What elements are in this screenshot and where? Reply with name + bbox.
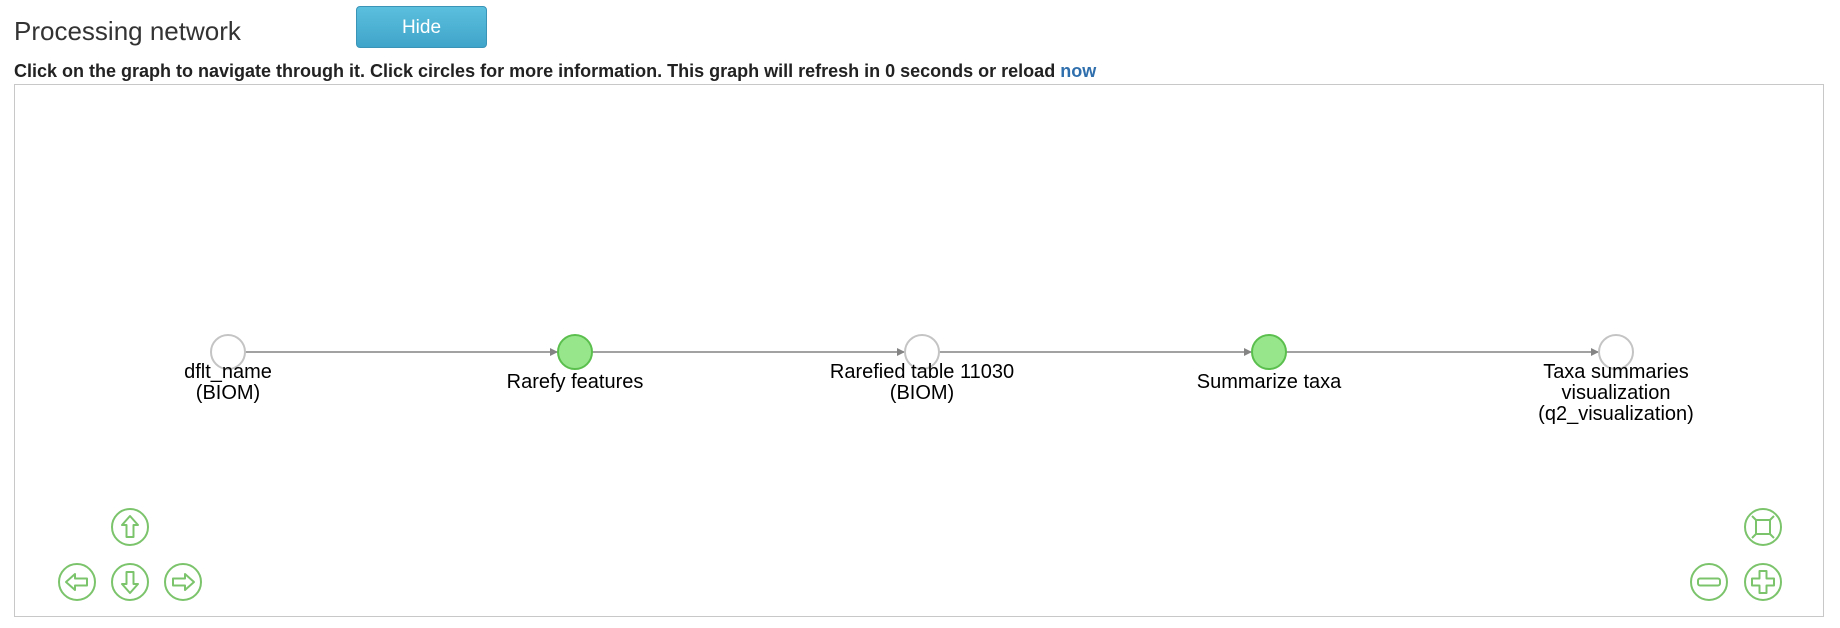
node-label: (BIOM) — [196, 382, 260, 404]
network-graph[interactable]: dflt_name (BIOM) Rarefy features Rarefied t… — [14, 84, 1824, 617]
node-rarefy-features[interactable]: Rarefy features — [507, 334, 644, 393]
arrow-up-icon[interactable] — [111, 508, 149, 546]
graph-nodes: dflt_name(BIOM) Rarefy features Rarefied t… — [184, 334, 1694, 425]
page-title: Processing network — [14, 16, 241, 46]
zoom-out-icon[interactable] — [1690, 563, 1728, 601]
graph-instructions: Click on the graph to navigate through i… — [14, 61, 1096, 82]
artifact-node-circle[interactable] — [904, 334, 940, 370]
node-label: Taxa summaries — [1543, 361, 1689, 383]
arrow-left-icon[interactable] — [58, 563, 96, 601]
node-label: Rarefied table 11030 — [830, 361, 1014, 383]
reload-now-link[interactable]: now — [1060, 61, 1097, 81]
node-label: (q2_visualization) — [1538, 403, 1694, 425]
network-canvas[interactable]: dflt_name(BIOM) Rarefy features Rarefied t… — [15, 85, 1823, 616]
artifact-node-circle[interactable] — [1598, 334, 1634, 370]
node-dflt-name[interactable]: dflt_name(BIOM) — [184, 334, 272, 404]
job-node-circle[interactable] — [557, 334, 593, 370]
node-taxa-summaries[interactable]: Taxa summariesvisualization(q2_visualiza… — [1538, 334, 1694, 425]
node-label: Summarize taxa — [1197, 371, 1342, 393]
node-label: (BIOM) — [890, 382, 954, 404]
job-node-circle[interactable] — [1251, 334, 1287, 370]
node-label: visualization — [1562, 382, 1671, 404]
node-summarize-taxa[interactable]: Summarize taxa — [1197, 334, 1342, 393]
node-rarefied-table[interactable]: Rarefied table 11030(BIOM) — [830, 334, 1014, 404]
node-label: dflt_name — [184, 361, 272, 383]
zoom-in-icon[interactable] — [1744, 563, 1782, 601]
artifact-node-circle[interactable] — [210, 334, 246, 370]
instructions-text: Click on the graph to navigate through i… — [14, 61, 1061, 81]
zoom-extends-icon[interactable] — [1744, 508, 1782, 546]
node-label: Rarefy features — [507, 371, 644, 393]
hide-button[interactable]: Hide — [356, 6, 487, 48]
arrow-down-icon[interactable] — [111, 563, 149, 601]
arrow-right-icon[interactable] — [164, 563, 202, 601]
